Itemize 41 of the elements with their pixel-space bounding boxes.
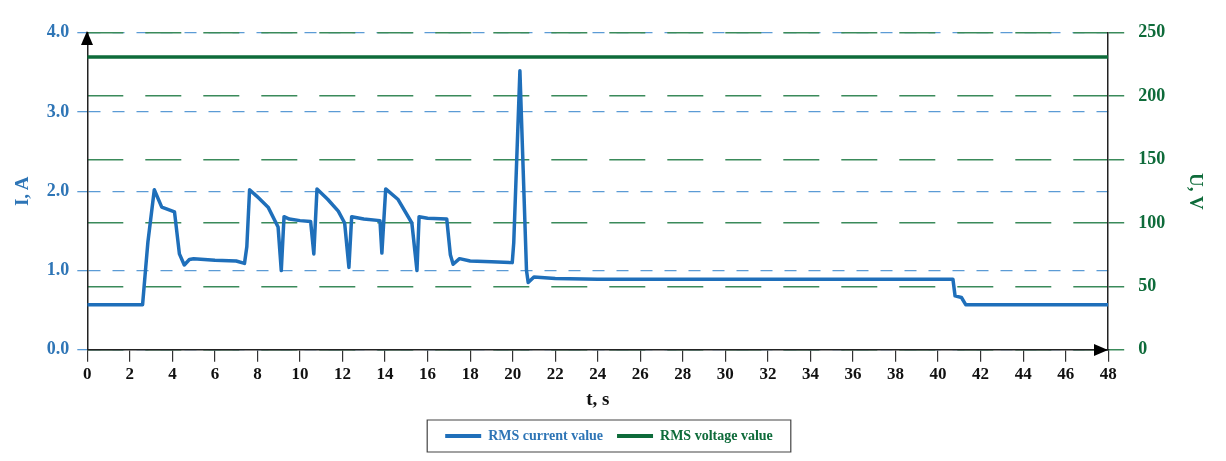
x-tick-label: 8 [253,364,262,384]
x-tick-label: 24 [589,364,607,384]
y2-tick-label: 150 [1138,148,1166,169]
y-tick-label: 2.0 [46,179,70,200]
x-tick-label: 26 [631,364,649,384]
y2-tick-label: 200 [1138,84,1166,105]
x-tick-label: 34 [801,364,820,384]
legend-label: RMS current value [488,427,604,443]
y-tick-label: 0.0 [46,338,70,359]
x-tick-label: 14 [376,364,395,384]
x-tick-label: 2 [125,364,135,384]
x-tick-label: 42 [972,364,990,384]
x-tick-label: 38 [887,364,905,384]
x-tick-label: 18 [461,364,479,384]
x-tick-label: 30 [716,364,734,384]
y2-tick-label: 50 [1138,275,1157,296]
x-tick-label: 0 [83,364,92,384]
x-tick-label: 16 [419,364,437,384]
x-tick-label: 46 [1057,364,1075,384]
y2-tick-label: 100 [1138,211,1166,232]
x-tick-label: 22 [546,364,564,384]
x-tick-label: 20 [504,364,522,384]
x-axis-title: t, s [586,387,610,409]
y-tick-label: 1.0 [46,259,70,280]
y2-tick-label: 0 [1138,338,1148,359]
y2-axis-title: U, V [1185,173,1207,210]
x-tick-label: 10 [291,364,309,384]
y-tick-label: 4.0 [46,21,70,42]
y-axis-title: I, A [11,176,33,207]
x-tick-label: 36 [844,364,862,384]
x-tick-label: 44 [1014,364,1033,384]
x-tick-label: 4 [168,364,178,384]
x-tick-label: 40 [929,364,947,384]
legend-label: RMS voltage value [660,427,773,443]
x-tick-label: 12 [334,364,352,384]
x-tick-label: 32 [759,364,777,384]
y2-tick-label: 250 [1138,21,1166,42]
y-tick-label: 3.0 [46,100,70,121]
x-tick-label: 48 [1099,364,1117,384]
x-tick-label: 28 [674,364,692,384]
x-tick-label: 6 [210,364,220,384]
